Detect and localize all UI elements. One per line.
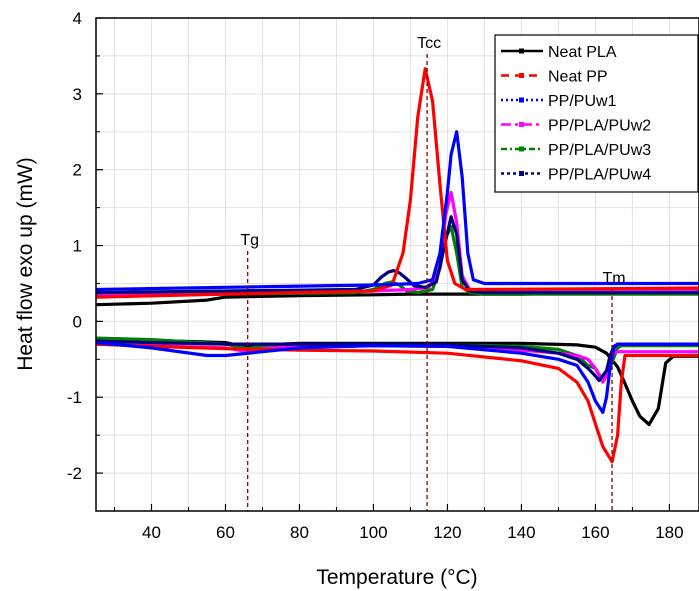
y-tick-label: -1 [67,388,82,407]
legend-marker [519,122,524,127]
annotation-label-tcc: Tcc [417,35,441,52]
x-tick-label: 160 [581,523,609,542]
x-axis-title: Temperature (°C) [316,566,477,589]
annotation-label-tg: Tg [240,232,259,249]
y-tick-label: 0 [73,312,82,331]
x-tick-label: 140 [507,523,535,542]
y-axis-title: Heat flow exo up (mW) [14,157,37,371]
legend-label: PP/PUw1 [548,93,617,110]
legend-marker [519,146,524,152]
x-tick-label: 100 [359,523,387,542]
legend-marker [519,48,524,54]
annotations: Tg Tcc Tm [240,35,626,511]
y-tick-label: 2 [73,161,82,180]
x-tick-label: 60 [216,523,235,542]
legend-marker [519,171,524,176]
legend-label: Neat PLA [548,44,617,61]
legend-label: PP/PLA/PUw4 [548,167,651,184]
legend-label: Neat PP [548,69,608,86]
legend-label: PP/PLA/PUw2 [548,118,651,135]
x-tick-label: 40 [142,523,161,542]
y-tick-label: 3 [73,85,82,104]
y-tick-label: 4 [73,9,82,28]
x-tick-label: 80 [290,523,309,542]
axis-ticks: 40 60 80 100 120 140 160 180 -2 -1 0 1 2 3 4 [67,9,684,542]
legend-marker [519,97,524,103]
plot-frame [95,17,699,512]
annotation-label-tm: Tm [603,270,626,287]
series-line-2-cooling [96,67,699,299]
x-tick-label: 120 [433,523,461,542]
series-line-3-cooling [96,130,699,292]
series-line-3-heating [96,341,699,414]
x-tick-label: 180 [655,523,683,542]
legend-marker [519,73,524,78]
legend: Neat PLA Neat PP PP/PUw1 PP/PLA/PUw2 PP/PLA/… [494,34,699,193]
legend-label: PP/PLA/PUw3 [548,142,651,159]
y-tick-label: -2 [67,464,82,483]
y-tick-label: 1 [73,237,82,256]
legend-box [494,34,699,193]
